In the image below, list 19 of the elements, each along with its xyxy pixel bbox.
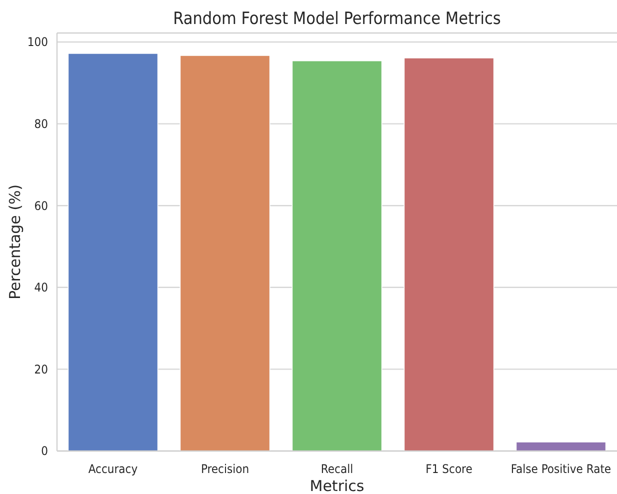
y-tick-label: 80	[34, 117, 48, 131]
y-tick-label: 20	[34, 362, 48, 376]
y-tick-label: 40	[34, 280, 48, 295]
bar	[180, 55, 270, 452]
chart-title: Random Forest Model Performance Metrics	[173, 9, 501, 29]
y-tick-label: 100	[27, 35, 48, 50]
x-tick-label: False Positive Rate	[510, 462, 612, 476]
x-axis-title: Metrics	[310, 477, 364, 494]
x-tick-label: F1 Score	[426, 462, 473, 476]
y-axis-title: Percentage (%)	[6, 184, 24, 300]
y-tick-label: 0	[41, 444, 48, 458]
bar	[68, 53, 158, 452]
x-tick-label: Recall	[320, 462, 354, 476]
y-tick-label: 60	[34, 198, 48, 213]
bar	[516, 442, 606, 452]
x-tick-label: Accuracy	[88, 462, 138, 476]
bar	[292, 60, 382, 452]
bar	[404, 58, 494, 452]
x-tick-label: Precision	[200, 462, 250, 476]
